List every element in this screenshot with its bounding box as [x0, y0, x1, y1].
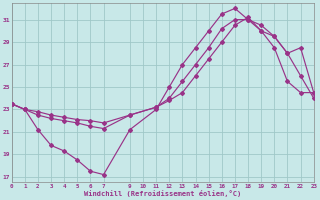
X-axis label: Windchill (Refroidissement éolien,°C): Windchill (Refroidissement éolien,°C) — [84, 190, 241, 197]
